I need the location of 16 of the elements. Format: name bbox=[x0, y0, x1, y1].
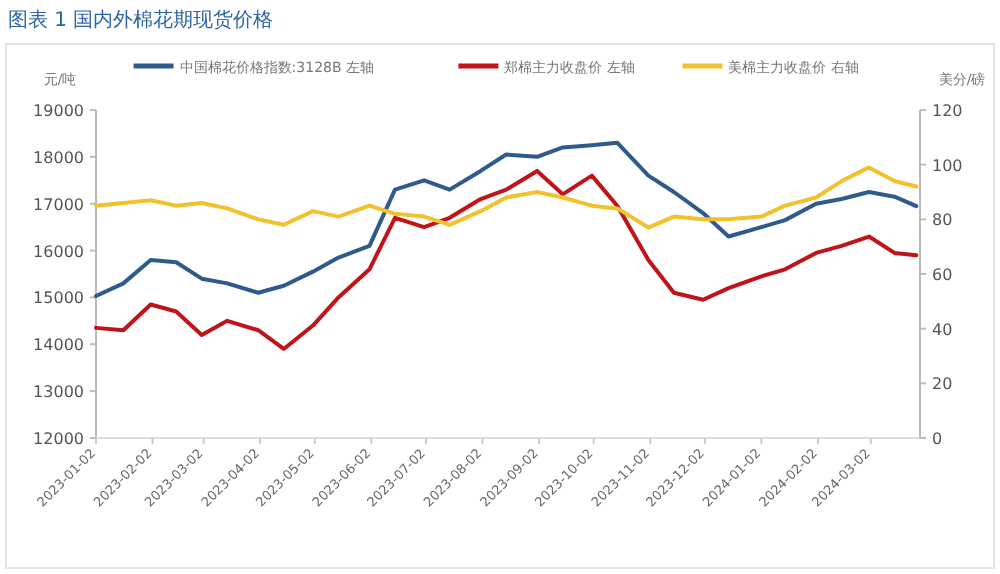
y2-tick-label: 80 bbox=[932, 211, 953, 230]
y-tick-label: 16000 bbox=[33, 242, 84, 261]
y-tick-label: 19000 bbox=[33, 102, 84, 120]
y-tick-label: 15000 bbox=[33, 289, 84, 308]
y-tick-label: 12000 bbox=[33, 430, 84, 448]
y2-tick-label: 120 bbox=[932, 102, 963, 120]
chart-title: 图表 1 国内外棉花期现货价格 bbox=[8, 8, 274, 32]
y2-tick-label: 20 bbox=[932, 375, 953, 394]
y2-tick-label: 40 bbox=[932, 320, 953, 339]
y-tick-label: 18000 bbox=[33, 148, 84, 167]
y2-tick-label: 100 bbox=[932, 156, 963, 175]
y2-tick-label: 0 bbox=[932, 430, 943, 448]
y-tick-label: 17000 bbox=[33, 195, 84, 214]
y2-tick-label: 60 bbox=[932, 266, 953, 284]
y-tick-label: 13000 bbox=[33, 383, 84, 402]
y-tick-label: 14000 bbox=[33, 336, 84, 355]
